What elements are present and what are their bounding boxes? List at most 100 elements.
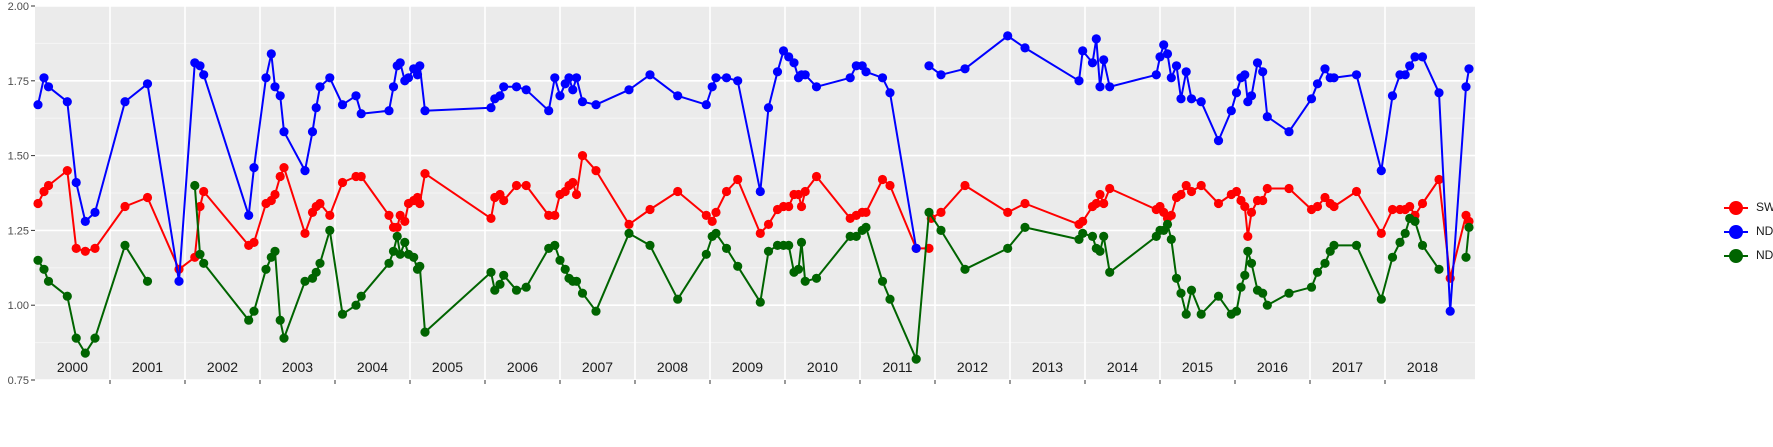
legend-swatch-ndwi bbox=[1729, 249, 1743, 263]
data-point-ndwi bbox=[784, 240, 794, 250]
data-point-ndvi bbox=[1320, 64, 1330, 74]
data-point-ndwi bbox=[755, 297, 765, 307]
data-point-ndwi bbox=[577, 288, 588, 298]
y-tick-label: 1.75 bbox=[8, 76, 29, 88]
data-point-ndvi bbox=[261, 73, 271, 83]
data-point-ndvi bbox=[307, 127, 318, 137]
data-point-swir bbox=[1091, 198, 1101, 209]
data-point-ndvi bbox=[279, 127, 289, 137]
data-point-ndwi bbox=[490, 285, 500, 295]
data-point-ndvi bbox=[624, 85, 634, 95]
data-point-ndvi bbox=[1171, 61, 1182, 71]
data-point-ndvi bbox=[266, 49, 276, 59]
year-label: 2003 bbox=[282, 359, 313, 375]
data-point-ndvi bbox=[420, 106, 430, 116]
data-point-ndvi bbox=[1410, 52, 1420, 62]
data-point-ndwi bbox=[244, 315, 254, 325]
data-point-ndwi bbox=[1376, 294, 1386, 304]
data-point-ndwi bbox=[270, 246, 280, 256]
data-point-ndwi bbox=[275, 315, 285, 325]
data-point-ndwi bbox=[877, 276, 888, 286]
data-point-ndvi bbox=[1461, 82, 1471, 92]
year-label: 2000 bbox=[57, 359, 88, 375]
data-point-swir bbox=[800, 186, 810, 197]
data-point-ndvi bbox=[544, 106, 554, 116]
data-point-ndvi bbox=[568, 85, 578, 95]
data-point-ndvi bbox=[142, 79, 153, 89]
data-point-ndvi bbox=[571, 73, 582, 83]
data-point-ndvi bbox=[960, 64, 970, 74]
data-point-ndwi bbox=[1351, 240, 1362, 250]
data-point-ndvi bbox=[495, 91, 505, 101]
data-point-swir bbox=[591, 166, 601, 176]
data-point-swir bbox=[1231, 186, 1242, 197]
data-point-ndvi bbox=[711, 73, 721, 83]
data-point-ndwi bbox=[495, 279, 505, 289]
data-point-swir bbox=[325, 210, 335, 220]
data-point-ndwi bbox=[190, 180, 200, 191]
data-point-ndvi bbox=[39, 73, 49, 83]
data-point-ndwi bbox=[1087, 231, 1098, 241]
data-point-ndvi bbox=[733, 76, 743, 86]
data-point-swir bbox=[270, 189, 280, 200]
data-point-ndvi bbox=[707, 82, 717, 92]
data-point-ndwi bbox=[249, 306, 259, 316]
data-point-ndvi bbox=[1181, 67, 1191, 77]
year-label: 2012 bbox=[957, 359, 988, 375]
data-point-ndvi bbox=[763, 103, 774, 113]
data-point-ndvi bbox=[249, 163, 259, 173]
data-point-swir bbox=[1284, 183, 1294, 194]
data-point-swir bbox=[960, 180, 970, 191]
data-point-ndvi bbox=[300, 166, 310, 176]
data-point-ndvi bbox=[1240, 70, 1250, 80]
legend-label-swir: SWIR bbox=[1756, 200, 1773, 214]
data-point-ndvi bbox=[772, 67, 783, 77]
data-point-ndvi bbox=[1252, 58, 1263, 68]
data-point-swir bbox=[1020, 198, 1030, 209]
data-point-swir bbox=[568, 177, 578, 188]
data-point-swir bbox=[1176, 189, 1186, 200]
data-point-ndvi bbox=[174, 276, 184, 286]
data-point-swir bbox=[721, 186, 732, 197]
data-point-swir bbox=[1181, 180, 1191, 191]
data-point-ndwi bbox=[1395, 237, 1405, 247]
data-point-ndvi bbox=[315, 82, 325, 92]
data-point-swir bbox=[315, 198, 325, 209]
year-label: 2018 bbox=[1407, 359, 1438, 375]
data-point-ndwi bbox=[924, 207, 934, 217]
y-tick-label: 0.75 bbox=[8, 375, 29, 387]
data-point-ndvi bbox=[1099, 55, 1109, 65]
data-point-swir bbox=[356, 171, 366, 182]
data-point-ndwi bbox=[571, 276, 582, 286]
data-point-ndwi bbox=[763, 246, 774, 256]
data-point-ndwi bbox=[1320, 258, 1330, 268]
data-point-ndvi bbox=[755, 186, 765, 197]
data-point-ndvi bbox=[1400, 70, 1410, 80]
data-point-swir bbox=[571, 189, 582, 200]
data-point-ndwi bbox=[1306, 282, 1317, 292]
data-point-ndwi bbox=[936, 225, 946, 235]
data-point-ndwi bbox=[1176, 288, 1186, 298]
data-point-ndvi bbox=[1434, 88, 1444, 98]
data-point-ndvi bbox=[721, 73, 732, 83]
data-point-ndvi bbox=[885, 88, 895, 98]
data-point-swir bbox=[1376, 228, 1386, 238]
data-point-ndwi bbox=[550, 240, 560, 250]
data-point-ndvi bbox=[415, 61, 425, 71]
year-label: 2011 bbox=[882, 359, 912, 375]
data-point-ndwi bbox=[1099, 231, 1109, 241]
data-point-ndwi bbox=[1258, 288, 1268, 298]
legend: SWIR NDVI NDWI bbox=[1724, 196, 1773, 268]
data-point-swir bbox=[1105, 183, 1115, 194]
data-point-swir bbox=[1213, 198, 1224, 209]
data-point-swir bbox=[1196, 180, 1206, 191]
data-point-ndwi bbox=[142, 276, 153, 286]
data-point-ndvi bbox=[1074, 76, 1084, 86]
data-point-swir bbox=[707, 216, 717, 226]
data-point-swir bbox=[1095, 189, 1105, 200]
data-point-ndwi bbox=[1186, 285, 1197, 295]
data-point-ndwi bbox=[1434, 264, 1444, 274]
data-point-ndvi bbox=[120, 97, 130, 107]
data-point-ndvi bbox=[784, 52, 794, 62]
data-point-ndwi bbox=[521, 282, 531, 292]
